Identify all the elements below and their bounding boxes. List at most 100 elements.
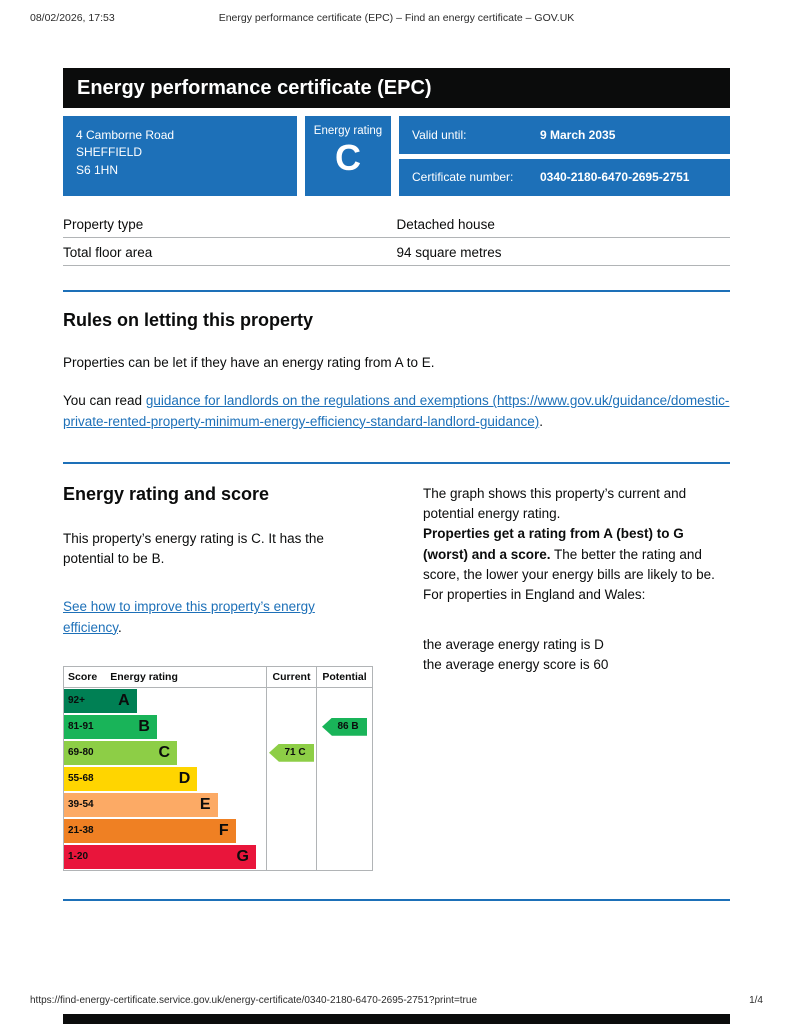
certificate-number-label: Certificate number: — [412, 170, 514, 185]
epc-band-row-d: 55-68 D — [64, 765, 372, 792]
energy-rating-column-header: Energy rating — [110, 670, 178, 683]
epc-band-letter: F — [218, 821, 229, 839]
energy-rating-label: Energy rating — [313, 125, 383, 137]
epc-band-letter: G — [236, 847, 249, 865]
floor-area-value: 94 square metres — [396, 245, 502, 260]
epc-band-bar-e: 39-54 E — [64, 792, 218, 817]
guidance-prefix-text: You can read — [63, 393, 146, 409]
address-line-3: S6 1HN — [76, 162, 119, 177]
graph-explanation-paragraph: The graph shows this property’s current … — [423, 485, 687, 521]
print-date: 08/02/2026, 17:53 — [30, 12, 115, 24]
landlord-guidance-link[interactable]: guidance for landlords on the regulation… — [63, 393, 730, 429]
potential-marker-cell — [316, 843, 372, 870]
epc-band-score: 81-91 — [68, 721, 94, 733]
epc-band-score: 69-80 — [68, 747, 94, 759]
current-marker-cell — [266, 817, 316, 844]
epc-band-letter: D — [178, 769, 191, 787]
epc-band-cell: 55-68 D — [64, 766, 266, 792]
epc-band-letter: C — [158, 743, 171, 761]
potential-marker-cell — [316, 687, 372, 714]
average-rating-text: the average energy rating is D — [423, 637, 604, 653]
energy-rating-box: Energy rating C — [305, 116, 391, 196]
current-column-header: Current — [266, 666, 316, 687]
epc-band-row-a: 92+ A — [64, 687, 372, 714]
address-line-2: SHEFFIELD — [76, 145, 143, 160]
footer-url: https://find-energy-certificate.service.… — [30, 995, 478, 1006]
property-type-label: Property type — [63, 217, 144, 232]
epc-band-letter: A — [118, 691, 130, 709]
footer-page-number: 1/4 — [749, 995, 763, 1006]
certificate-number-value: 0340-2180-6470-2695-2751 — [540, 170, 690, 185]
current-marker-cell — [266, 765, 316, 792]
letting-rules-paragraph: Properties can be let if they have an en… — [63, 355, 435, 370]
section-divider — [63, 898, 730, 901]
improve-suffix-text: . — [118, 619, 122, 635]
epc-band-row-e: 39-54 E — [64, 791, 372, 818]
valid-until-label: Valid until: — [412, 127, 467, 142]
rating-scale-rest-text: The better the rating and score, the low… — [423, 546, 715, 582]
epc-band-row-g: 1-20 G — [64, 843, 372, 870]
valid-until-value: 9 March 2035 — [540, 127, 616, 142]
certificate-content: Energy performance certificate (EPC) 4 C… — [63, 68, 730, 901]
epc-band-bar-d: 55-68 D — [64, 766, 198, 791]
certificate-title: Energy performance certificate (EPC) — [77, 76, 432, 99]
improve-efficiency-paragraph: See how to improve this property’s energ… — [63, 597, 375, 638]
energy-rating-value: C — [335, 137, 361, 178]
average-score-text: the average energy score is 60 — [423, 656, 609, 672]
table-row: Property type Detached house — [63, 210, 730, 238]
certificate-number-row: Certificate number: 0340-2180-6470-2695-… — [399, 158, 730, 196]
landlord-guidance-paragraph: You can read guidance for landlords on t… — [63, 391, 730, 432]
epc-chart-band-headers: Score Energy rating — [64, 667, 266, 687]
current-rating-marker: 71 C — [269, 743, 314, 762]
table-row: Total floor area 94 square metres — [63, 238, 730, 266]
average-ratings-block: the average energy rating is D the avera… — [423, 635, 730, 674]
property-details-table: Property type Detached house Total floor… — [63, 210, 730, 266]
section-divider — [63, 290, 730, 292]
epc-rating-chart: Score Energy rating Current Potential 92… — [63, 665, 373, 871]
current-marker-cell — [266, 791, 316, 818]
epc-chart-header: Score Energy rating Current Potential — [64, 666, 372, 688]
epc-band-cell: 21-38 F — [64, 818, 266, 844]
epc-band-score: 92+ — [68, 695, 85, 707]
epc-band-bar-c: 69-80 C — [64, 740, 178, 765]
potential-marker-cell: 86 B — [316, 713, 372, 740]
epc-band-bar-a: 92+ A — [64, 688, 137, 713]
potential-marker-cell — [316, 739, 372, 766]
valid-until-row: Valid until: 9 March 2035 — [399, 116, 730, 154]
certificate-summary: 4 Camborne Road SHEFFIELD S6 1HN Energy … — [63, 116, 730, 196]
epc-band-cell: 1-20 G — [64, 844, 266, 870]
next-page-banner-edge — [63, 1014, 730, 1024]
improve-efficiency-link[interactable]: See how to improve this property’s energ… — [63, 599, 315, 635]
epc-band-row-f: 21-38 F — [64, 817, 372, 844]
current-marker-cell — [266, 687, 316, 714]
epc-band-letter: B — [138, 717, 150, 735]
floor-area-label: Total floor area — [63, 245, 153, 260]
epc-chart-body: 92+ A 81-91 B 86 B 69-80 C 71 C 55-68 D 39-54 E 21-3… — [64, 687, 372, 870]
print-header: 08/02/2026, 17:53 Energy performance cer… — [30, 12, 763, 24]
epc-band-score: 1-20 — [68, 851, 89, 863]
validity-box: Valid until: 9 March 2035 Certificate nu… — [399, 116, 730, 196]
epc-band-row-b: 81-91 B 86 B — [64, 713, 372, 740]
certificate-title-banner: Energy performance certificate (EPC) — [63, 68, 730, 108]
print-footer: https://find-energy-certificate.service.… — [30, 995, 763, 1006]
letting-rules-heading: Rules on letting this property — [63, 310, 314, 330]
potential-rating-marker: 86 B — [322, 717, 367, 736]
potential-marker-cell — [316, 791, 372, 818]
epc-band-letter: E — [199, 795, 211, 813]
rating-score-heading: Energy rating and score — [63, 483, 270, 504]
current-marker-cell — [266, 843, 316, 870]
epc-band-cell: 92+ A — [64, 688, 266, 714]
rating-scale-bold-text: Properties get a rating from A (best) to… — [423, 526, 684, 562]
epc-band-row-c: 69-80 C 71 C — [64, 739, 372, 766]
epc-band-score: 55-68 — [68, 773, 94, 785]
print-page-title: Energy performance certificate (EPC) – F… — [218, 12, 575, 24]
address-line-1: 4 Camborne Road — [76, 128, 175, 142]
potential-marker-cell — [316, 817, 372, 844]
rating-column: Energy rating and score This property’s … — [63, 484, 375, 871]
potential-column-header: Potential — [316, 666, 372, 687]
epc-band-bar-f: 21-38 F — [64, 818, 236, 843]
epc-band-cell: 39-54 E — [64, 792, 266, 818]
rating-description: This property’s energy rating is C. It h… — [63, 530, 324, 566]
epc-band-score: 39-54 — [68, 799, 94, 811]
